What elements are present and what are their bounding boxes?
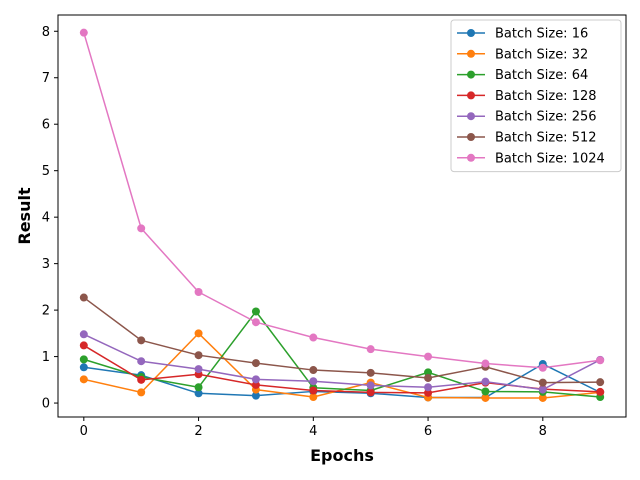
data-point: [194, 329, 203, 338]
legend-label: Batch Size: 32: [495, 47, 588, 62]
series-line: [83, 310, 601, 398]
data-point: [538, 385, 547, 394]
legend-item: Batch Size: 1024: [457, 151, 605, 166]
data-point: [424, 373, 433, 382]
data-point: [251, 318, 260, 327]
legend-marker: [467, 112, 475, 121]
series-line: [83, 296, 601, 384]
data-point: [596, 387, 605, 396]
data-point: [251, 359, 260, 368]
data-point: [194, 383, 203, 392]
legend-item: Batch Size: 512: [457, 131, 597, 146]
data-point: [366, 345, 375, 354]
y-tick-label: 1: [42, 350, 50, 365]
data-point: [79, 293, 88, 302]
legend-marker: [467, 29, 475, 37]
data-point: [424, 383, 433, 392]
data-point: [137, 375, 146, 384]
y-tick-label: 6: [42, 118, 50, 133]
data-point: [79, 355, 88, 364]
data-point: [251, 307, 260, 316]
legend-marker: [467, 153, 475, 162]
legend-item: Batch Size: 128: [457, 89, 597, 104]
data-point: [79, 341, 88, 350]
data-point: [137, 336, 146, 345]
y-axis-label: Result: [15, 187, 34, 245]
legend-marker: [467, 133, 475, 141]
legend-item: Batch Size: 64: [457, 68, 588, 83]
legend-item: Batch Size: 32: [457, 47, 588, 62]
x-tick-label: 6: [424, 424, 432, 439]
data-point: [137, 357, 146, 366]
x-tick-label: 2: [194, 424, 202, 439]
data-point: [194, 287, 203, 296]
data-point: [251, 391, 260, 400]
data-point: [137, 388, 146, 397]
y-tick-label: 4: [42, 211, 50, 226]
y-tick-label: 0: [42, 397, 50, 412]
x-axis-label: Epochs: [310, 446, 374, 465]
series-line: [83, 333, 601, 391]
data-point: [79, 330, 88, 339]
data-point: [79, 28, 88, 37]
data-point: [424, 352, 433, 361]
legend-item: Batch Size: 16: [457, 27, 588, 42]
data-point: [481, 387, 490, 396]
data-point: [309, 366, 318, 375]
legend-label: Batch Size: 512: [495, 131, 597, 146]
data-point: [194, 351, 203, 360]
data-point: [79, 375, 88, 384]
legend-label: Batch Size: 64: [495, 68, 588, 83]
data-point: [481, 359, 490, 368]
data-point: [309, 377, 318, 386]
data-point: [481, 393, 490, 402]
data-point: [137, 224, 146, 233]
data-point: [309, 393, 318, 402]
legend-label: Batch Size: 128: [495, 89, 597, 104]
data-point: [309, 333, 318, 342]
data-point: [424, 368, 433, 377]
series-group: [79, 28, 605, 402]
data-point: [366, 381, 375, 390]
x-tick-label: 0: [80, 424, 88, 439]
x-tick-label: 8: [539, 424, 547, 439]
data-point: [309, 386, 318, 395]
data-point: [366, 388, 375, 397]
y-tick-label: 2: [42, 304, 50, 319]
legend-box: [450, 19, 622, 173]
legend-label: Batch Size: 256: [495, 110, 597, 125]
series-7: [79, 28, 605, 372]
data-point: [251, 375, 260, 384]
legend-label: Batch Size: 1024: [495, 151, 605, 166]
y-tick-label: 7: [42, 71, 50, 86]
legend-marker: [467, 91, 475, 100]
data-point: [194, 365, 203, 374]
legend-label: Batch Size: 16: [495, 27, 588, 42]
data-point: [424, 388, 433, 397]
y-tick-label: 5: [42, 164, 50, 179]
y-tick-label: 3: [42, 257, 50, 272]
legend-item: Batch Size: 256: [457, 110, 597, 125]
x-tick-label: 4: [309, 424, 317, 439]
legend-marker: [467, 70, 475, 79]
data-point: [481, 377, 490, 386]
data-point: [194, 389, 203, 398]
y-tick-label: 8: [42, 25, 50, 40]
series-line: [83, 363, 601, 399]
data-point: [79, 363, 88, 372]
legend-marker: [467, 49, 475, 58]
axes: 0 2 4 6 8 0 1 2 3 4 5 6 7 8: [42, 25, 547, 439]
data-point: [251, 380, 260, 389]
data-point: [596, 378, 605, 387]
data-point: [366, 368, 375, 377]
series-6: [79, 293, 605, 387]
legend: Batch Size: 16 Batch Size: 32 Batch Size: …: [450, 19, 622, 173]
data-point: [596, 356, 605, 365]
series-line: [83, 32, 601, 369]
data-point: [538, 363, 547, 372]
data-point: [538, 393, 547, 402]
data-point: [538, 378, 547, 387]
